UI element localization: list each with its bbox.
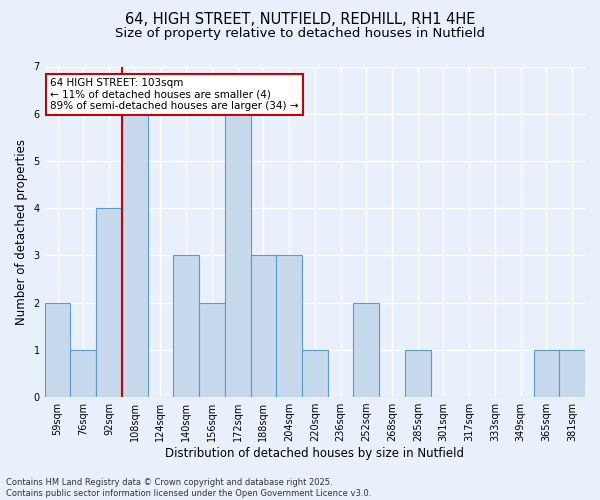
Bar	[122, 114, 148, 397]
Text: 64 HIGH STREET: 103sqm
← 11% of detached houses are smaller (4)
89% of semi-deta: 64 HIGH STREET: 103sqm ← 11% of detached…	[50, 78, 299, 112]
Bar	[276, 256, 302, 397]
Bar	[405, 350, 431, 397]
Bar	[533, 350, 559, 397]
Bar	[96, 208, 122, 397]
Bar	[302, 350, 328, 397]
Bar	[70, 350, 96, 397]
Bar	[44, 302, 70, 397]
Y-axis label: Number of detached properties: Number of detached properties	[15, 139, 28, 325]
X-axis label: Distribution of detached houses by size in Nutfield: Distribution of detached houses by size …	[166, 447, 464, 460]
Bar	[559, 350, 585, 397]
Bar	[173, 256, 199, 397]
Bar	[199, 302, 225, 397]
Bar	[251, 256, 276, 397]
Bar	[225, 114, 251, 397]
Text: Size of property relative to detached houses in Nutfield: Size of property relative to detached ho…	[115, 28, 485, 40]
Bar	[353, 302, 379, 397]
Text: 64, HIGH STREET, NUTFIELD, REDHILL, RH1 4HE: 64, HIGH STREET, NUTFIELD, REDHILL, RH1 …	[125, 12, 475, 28]
Text: Contains HM Land Registry data © Crown copyright and database right 2025.
Contai: Contains HM Land Registry data © Crown c…	[6, 478, 371, 498]
